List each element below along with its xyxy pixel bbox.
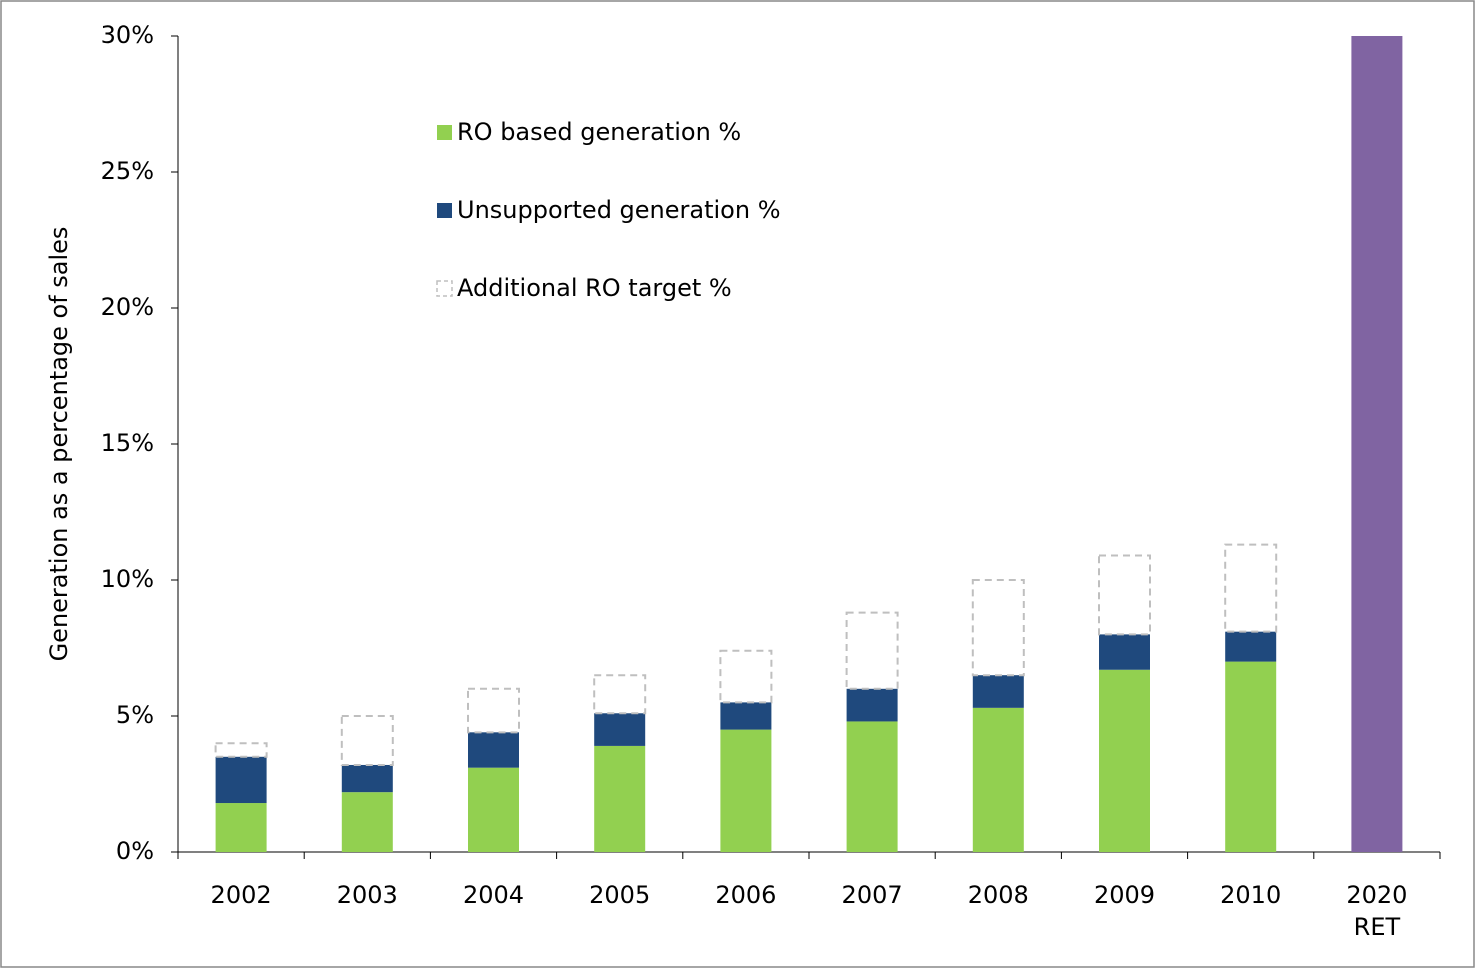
legend-label: Additional RO target % — [457, 274, 732, 302]
x-tick-label: 2002 — [210, 881, 272, 909]
bar-segment — [1225, 631, 1277, 662]
bar-segment — [215, 803, 267, 852]
x-tick-label: 2003 — [336, 881, 398, 909]
legend-swatch — [436, 280, 453, 297]
x-tick-label: 2007 — [841, 881, 903, 909]
legend-label: RO based generation % — [457, 118, 741, 146]
y-tick-label: 15% — [101, 429, 154, 457]
y-tick-label: 10% — [101, 565, 154, 593]
y-tick-label: 0% — [116, 837, 154, 865]
y-tick-label: 5% — [116, 701, 154, 729]
x-tick-label: 2008 — [967, 881, 1029, 909]
bar-segment — [594, 745, 646, 852]
x-tick-label: 2009 — [1093, 881, 1156, 909]
bar-segment — [467, 687, 520, 734]
bar-segment — [972, 675, 1024, 708]
bar-segment — [972, 707, 1024, 852]
y-tick-label: 20% — [101, 293, 154, 321]
bar-segment — [846, 721, 898, 852]
x-tick-label: 2004 — [462, 881, 525, 909]
bar-segment — [468, 767, 519, 852]
bar-segment — [341, 792, 393, 852]
legend-label: Unsupported generation % — [457, 196, 781, 224]
bar-segment — [1098, 554, 1151, 636]
x-tick-label: 2005 — [589, 881, 651, 909]
bar-segment — [846, 688, 898, 722]
bar-segment — [593, 674, 647, 715]
x-tick-label: 2006 — [715, 881, 777, 909]
bar-segment — [340, 715, 394, 766]
bar-segment — [971, 579, 1025, 677]
bar-segment — [1225, 661, 1277, 852]
bar-segment — [594, 713, 646, 746]
bar-segment — [341, 764, 393, 793]
bar-segment — [720, 702, 772, 730]
bar-segment — [1099, 669, 1150, 852]
x-tick-label: 2010 — [1220, 881, 1282, 909]
legend-swatch — [437, 125, 452, 140]
bar-segment — [1099, 634, 1150, 670]
bar-segment — [1351, 36, 1403, 852]
y-axis-title: Generation as a percentage of sales — [45, 227, 73, 662]
bar-segment — [1224, 543, 1278, 633]
bar-segment — [214, 742, 268, 758]
bar-segment — [468, 732, 519, 768]
bar-segment — [215, 756, 267, 804]
bar-segment — [719, 649, 773, 704]
x-tick-label: 2020 RET — [1346, 881, 1408, 941]
y-tick-label: 30% — [101, 21, 154, 49]
bar-segment — [845, 611, 899, 690]
bar-segment — [720, 729, 772, 852]
legend-swatch — [437, 203, 452, 218]
y-tick-label: 25% — [101, 157, 154, 185]
